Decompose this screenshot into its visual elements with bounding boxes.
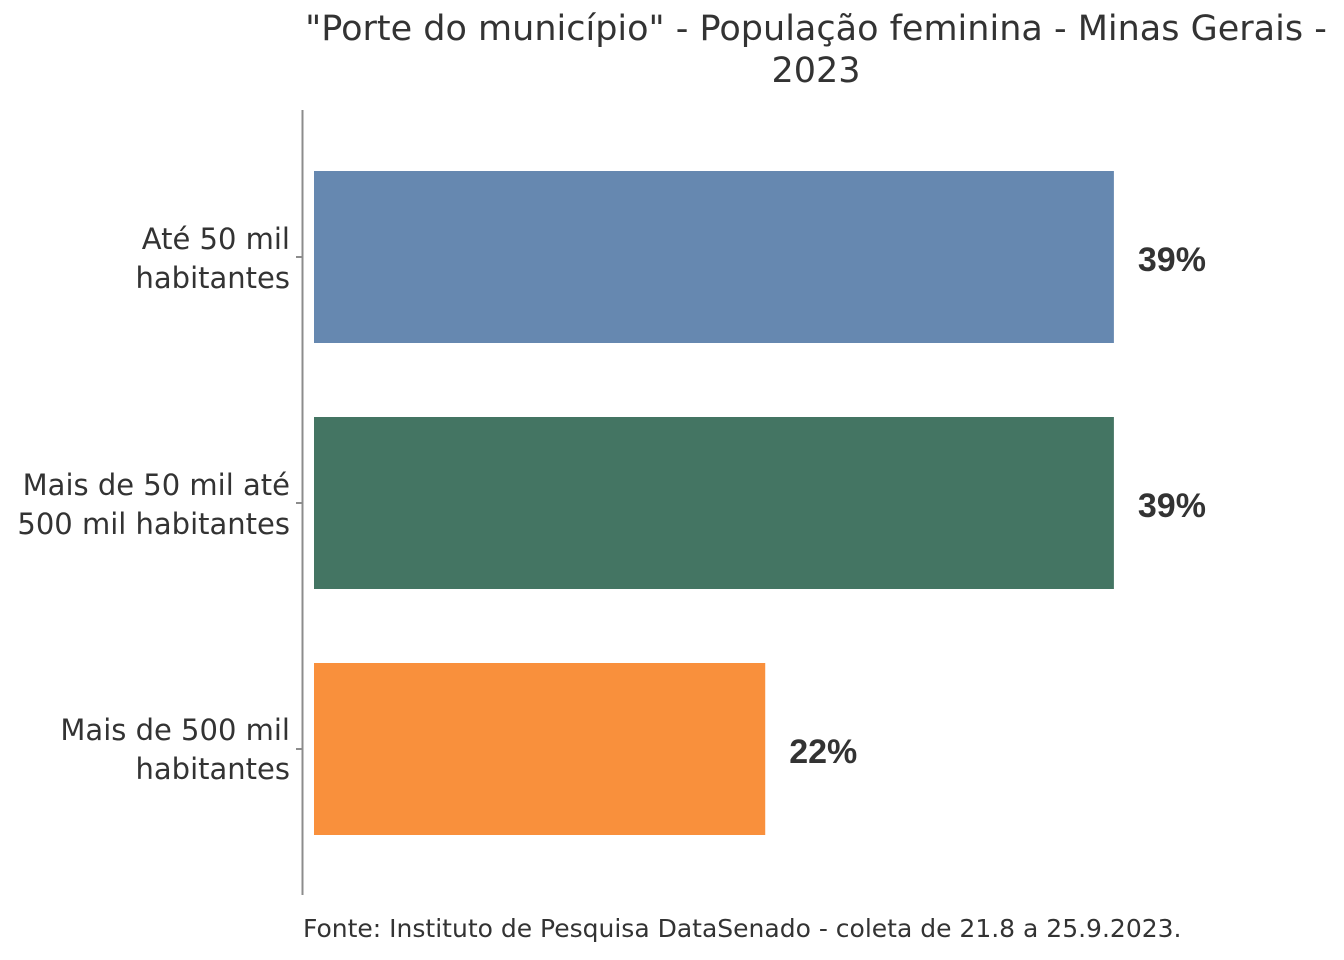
category-label-line: habitantes [135,752,290,786]
bar-2 [314,417,1114,589]
category-label-line: Mais de 50 mil até [22,468,290,502]
chart-title: "Porte do município" - População feminin… [300,8,1332,92]
category-label-line: 500 mil habitantes [17,507,290,541]
category-label-line: habitantes [135,261,290,295]
category-label-50-a-500-mil: Mais de 50 mil até 500 mil habitantes [17,466,290,544]
category-label-ate-50-mil: Até 50 mil habitantes [136,220,290,298]
bars-layer [314,171,1114,835]
value-label-2: 39% [1138,487,1206,525]
category-label-mais-500-mil: Mais de 500 mil habitantes [60,711,290,789]
chart-title-line-1: "Porte do município" - População feminin… [305,9,1327,49]
chart-title-line-2: 2023 [771,51,861,91]
bar-1 [314,171,1114,343]
value-label-1: 39% [1138,241,1206,279]
bar-3 [314,663,766,835]
value-labels-layer: 39% 39% 22% [789,241,1206,771]
source-note: Fonte: Instituto de Pesquisa DataSenado … [303,914,1182,943]
category-label-line: Mais de 500 mil [60,713,290,747]
value-label-3: 22% [789,733,857,771]
category-label-line: Até 50 mil [141,222,290,256]
